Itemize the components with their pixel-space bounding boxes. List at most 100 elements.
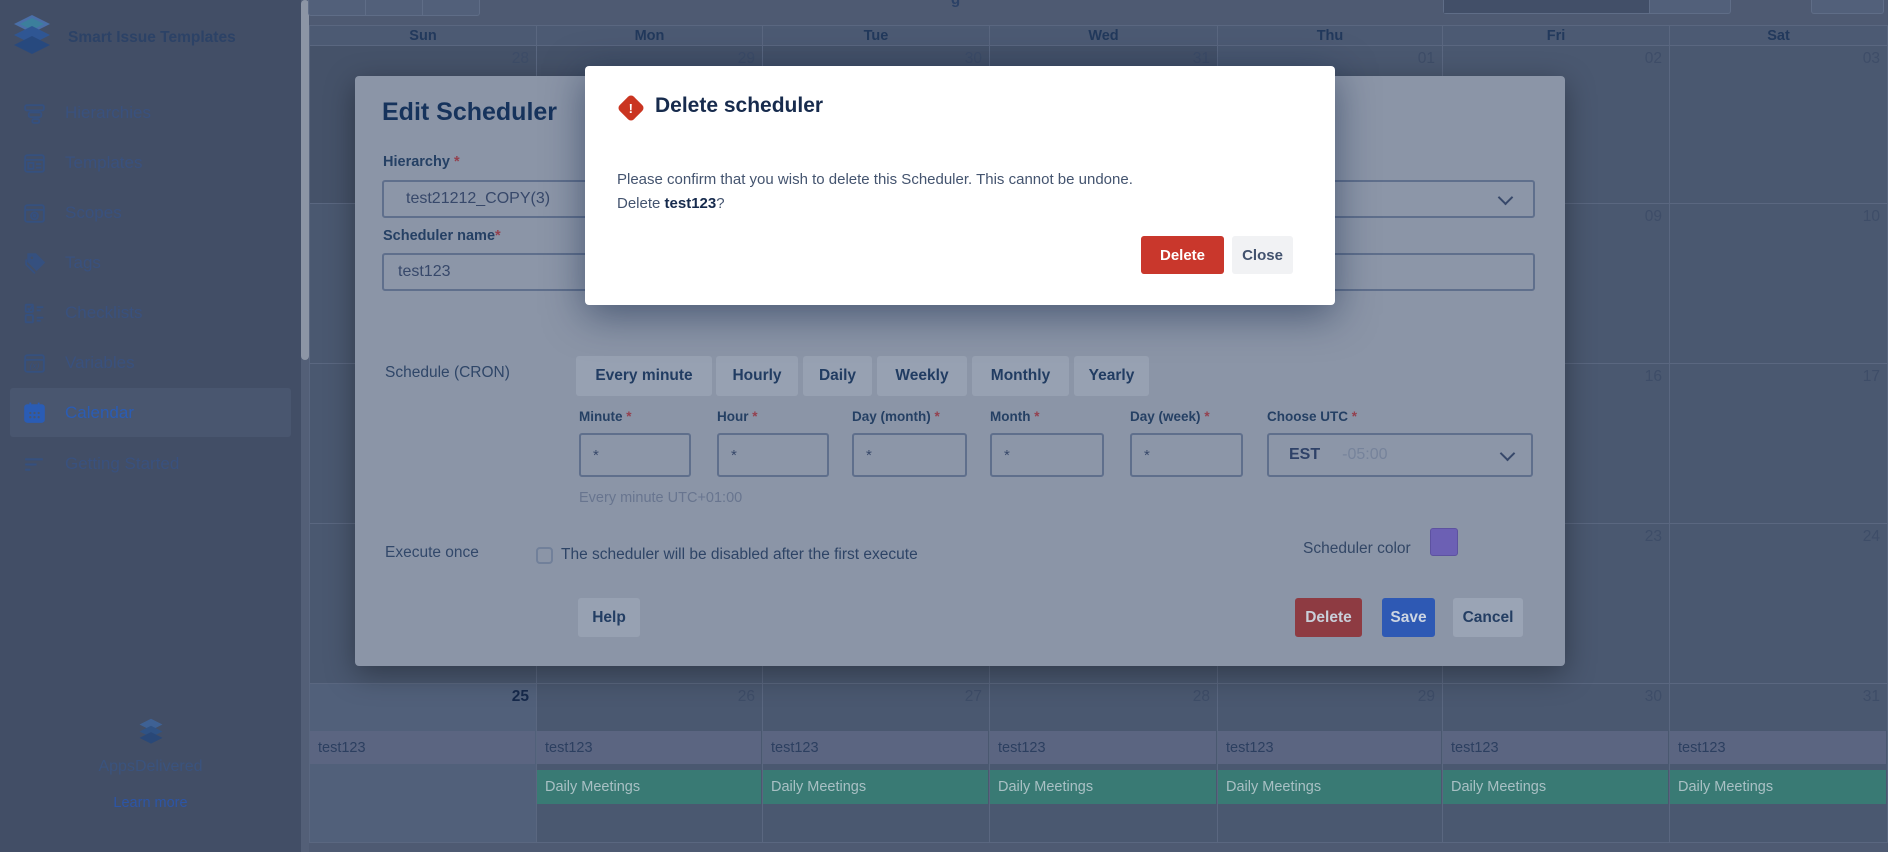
hierarchies-icon: [24, 103, 45, 124]
day-number: 25: [511, 688, 529, 705]
scrollbar-track[interactable]: [301, 0, 309, 852]
preset-hourly-button[interactable]: Hourly: [716, 356, 798, 396]
minute-input[interactable]: *: [579, 433, 691, 477]
scheduler-event-bar[interactable]: test123: [990, 731, 1216, 764]
sidebar-item-hierarchies[interactable]: Hierarchies: [0, 95, 291, 131]
meeting-event-bar[interactable]: Daily Meetings: [1218, 770, 1441, 804]
sidebar-item-label: Variables: [65, 353, 135, 372]
calendar-header-row: Sun Mon Tue Wed Thu Fri Sat: [310, 26, 1888, 46]
save-button[interactable]: Save: [1382, 598, 1435, 637]
dialog-body-line2: Delete test123?: [617, 195, 725, 212]
execute-once-checkbox[interactable]: [536, 547, 553, 564]
sidebar-item-getting-started[interactable]: Getting Started: [0, 446, 291, 482]
scheduler-name-value: test123: [398, 263, 451, 280]
sidebar-item-label: Templates: [65, 153, 143, 172]
calendar-day-cell[interactable]: 26 test123 Daily Meetings: [537, 684, 763, 843]
sidebar-item-scopes[interactable]: Scopes: [0, 195, 291, 231]
sidebar-item-templates[interactable]: Templates: [0, 145, 291, 181]
modal-delete-button[interactable]: Delete: [1295, 598, 1362, 637]
sidebar-item-label: Hierarchies: [65, 103, 151, 122]
list-view-button[interactable]: [1811, 0, 1884, 14]
sidebar-footer: AppsDelivered Learn more: [0, 718, 301, 812]
scopes-icon: [24, 203, 45, 223]
cron-helper-text: Every minute UTC+01:00: [579, 490, 743, 506]
cancel-button[interactable]: Cancel: [1453, 598, 1523, 637]
scheduler-event-bar[interactable]: test123: [310, 731, 535, 764]
month-view-button[interactable]: [1444, 0, 1650, 13]
calendar-day-cell[interactable]: 17: [1670, 364, 1888, 524]
scheduler-color-label: Scheduler color: [1303, 540, 1411, 557]
calendar-day-cell[interactable]: 03: [1670, 46, 1888, 204]
calendar-day-cell-today[interactable]: 25 test123: [310, 684, 537, 843]
calendar-day-cell[interactable]: 29 test123 Daily Meetings: [1218, 684, 1443, 843]
close-button[interactable]: Close: [1232, 236, 1293, 274]
scheduler-event-bar[interactable]: test123: [763, 731, 988, 764]
toolbar-title-fragment: g: [951, 0, 965, 11]
preset-weekly-button[interactable]: Weekly: [877, 356, 967, 396]
day-week-input[interactable]: *: [1130, 433, 1243, 477]
scheduler-event-bar[interactable]: test123: [1218, 731, 1441, 764]
sidebar-item-checklists[interactable]: Checklists: [0, 295, 291, 331]
dialog-body-line1: Please confirm that you wish to delete t…: [617, 171, 1133, 188]
footer-brand: AppsDelivered: [98, 758, 203, 775]
next-button[interactable]: [366, 0, 423, 15]
hour-input[interactable]: *: [717, 433, 829, 477]
delete-scheduler-dialog: ! Delete scheduler Please confirm that y…: [585, 66, 1335, 305]
scheduler-event-bar[interactable]: test123: [537, 731, 761, 764]
day-number: 23: [1644, 528, 1662, 545]
sidebar-item-variables[interactable]: (x) Variables: [0, 345, 291, 381]
calendar-day-cell[interactable]: 24: [1670, 524, 1888, 684]
today-button[interactable]: [423, 0, 479, 15]
calendar-day-cell[interactable]: 30 test123 Daily Meetings: [1443, 684, 1670, 843]
execute-once-checkbox-label: The scheduler will be disabled after the…: [561, 546, 918, 563]
scheduler-event-bar[interactable]: test123: [1670, 731, 1886, 764]
calendar-view-buttons[interactable]: [1443, 0, 1731, 14]
hierarchy-value: test21212_COPY(3): [406, 190, 551, 207]
calendar-day-cell[interactable]: 28 test123 Daily Meetings: [990, 684, 1218, 843]
sidebar-item-calendar[interactable]: Calendar: [10, 388, 291, 437]
app-logo-icon: [10, 14, 54, 61]
calendar-nav-buttons[interactable]: [308, 0, 480, 16]
chevron-down-icon: [1499, 445, 1516, 462]
day-month-input[interactable]: *: [852, 433, 967, 477]
sidebar-item-label: Tags: [65, 253, 101, 272]
utc-select[interactable]: EST -05:00: [1267, 433, 1533, 477]
preset-every-minute-button[interactable]: Every minute: [576, 356, 712, 396]
calendar-icon: [24, 402, 45, 423]
calendar-day-cell[interactable]: 27 test123 Daily Meetings: [763, 684, 990, 843]
day-number: 30: [1644, 688, 1662, 705]
target-scheduler-name: test123: [664, 195, 717, 212]
month-label: Month *: [990, 409, 1040, 424]
learn-more-link[interactable]: Learn more: [113, 795, 188, 811]
day-header: Tue: [763, 26, 990, 46]
scheduler-event-bar[interactable]: test123: [1443, 731, 1668, 764]
day-number: 02: [1644, 50, 1662, 67]
tags-icon: [25, 252, 46, 274]
day-header: Thu: [1218, 26, 1443, 46]
meeting-event-bar[interactable]: Daily Meetings: [537, 770, 761, 804]
help-button[interactable]: Help: [578, 598, 640, 637]
day-number: 24: [1862, 528, 1880, 545]
utc-offset-value: -05:00: [1342, 446, 1388, 463]
calendar-day-cell[interactable]: 31 test123 Daily Meetings: [1670, 684, 1888, 843]
preset-monthly-button[interactable]: Monthly: [972, 356, 1069, 396]
meeting-event-bar[interactable]: Daily Meetings: [1670, 770, 1886, 804]
sidebar-item-label: Getting Started: [65, 454, 180, 473]
day-number: 09: [1644, 208, 1662, 225]
meeting-event-bar[interactable]: Daily Meetings: [1443, 770, 1668, 804]
scheduler-color-swatch[interactable]: [1430, 528, 1458, 556]
sidebar-item-label: Calendar: [65, 402, 134, 422]
prev-button[interactable]: [309, 0, 366, 15]
meeting-event-bar[interactable]: Daily Meetings: [990, 770, 1216, 804]
week-view-button[interactable]: [1650, 0, 1730, 13]
scrollbar-thumb[interactable]: [301, 0, 309, 360]
meeting-event-bar[interactable]: Daily Meetings: [763, 770, 988, 804]
preset-yearly-button[interactable]: Yearly: [1074, 356, 1149, 396]
preset-daily-button[interactable]: Daily: [803, 356, 872, 396]
day-header: Mon: [537, 26, 763, 46]
calendar-day-cell[interactable]: 10: [1670, 204, 1888, 364]
month-input[interactable]: *: [990, 433, 1104, 477]
sidebar-item-tags[interactable]: Tags: [0, 245, 291, 281]
confirm-delete-button[interactable]: Delete: [1141, 236, 1224, 274]
